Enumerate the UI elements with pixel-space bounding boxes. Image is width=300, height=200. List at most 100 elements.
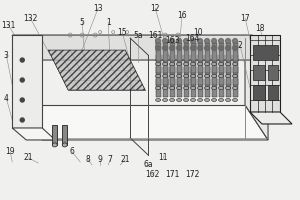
Ellipse shape [232,63,238,66]
Polygon shape [12,35,275,60]
Bar [156,43,161,61]
Text: 16: 16 [177,11,187,20]
Ellipse shape [156,75,161,78]
Ellipse shape [169,63,175,66]
Bar [205,43,210,61]
Text: 4: 4 [4,94,9,103]
Ellipse shape [212,63,217,66]
Circle shape [205,46,210,51]
Text: 19: 19 [5,147,15,156]
Bar [198,67,203,85]
Text: 13: 13 [93,4,103,13]
Bar [226,43,231,61]
Ellipse shape [205,99,210,101]
Text: 1: 1 [106,18,111,27]
Ellipse shape [232,75,238,78]
Bar [169,43,175,61]
Text: 5: 5 [80,18,85,27]
Ellipse shape [205,87,210,90]
Bar [163,55,168,73]
Bar [177,67,182,85]
Ellipse shape [226,99,231,101]
Ellipse shape [163,99,168,101]
Bar [253,65,265,80]
Text: 161: 161 [148,31,162,40]
Ellipse shape [184,63,189,66]
Polygon shape [12,35,42,128]
Ellipse shape [198,87,203,90]
Ellipse shape [212,99,217,101]
Circle shape [219,39,224,44]
Bar [177,55,182,73]
Bar [205,67,210,85]
Text: 12: 12 [150,4,160,13]
Circle shape [198,46,203,51]
Polygon shape [18,35,245,105]
Bar [226,67,231,85]
Ellipse shape [184,99,189,101]
Ellipse shape [184,87,189,90]
Text: 7: 7 [108,155,112,164]
Circle shape [169,46,175,51]
Bar [184,55,189,73]
Bar [190,55,196,73]
Circle shape [156,39,161,44]
Bar [184,79,189,97]
Text: 163: 163 [165,36,179,45]
Ellipse shape [219,75,224,78]
Circle shape [190,46,196,51]
Circle shape [163,46,168,51]
Ellipse shape [190,75,196,78]
Bar [212,79,217,97]
Bar [253,45,278,60]
Circle shape [169,39,175,44]
Polygon shape [245,35,268,140]
Circle shape [212,46,217,51]
Bar [232,79,238,97]
Circle shape [184,46,189,51]
Text: 3: 3 [4,51,9,60]
Bar [156,79,161,97]
Circle shape [163,39,168,44]
Ellipse shape [177,87,182,90]
Ellipse shape [190,99,196,101]
Bar [219,55,224,73]
Circle shape [212,39,217,44]
Bar [212,67,217,85]
Circle shape [156,46,161,51]
Ellipse shape [212,75,217,78]
Bar [205,55,210,73]
Text: 164: 164 [185,34,199,43]
Polygon shape [12,128,55,140]
Text: 8: 8 [86,155,91,164]
Ellipse shape [198,63,203,66]
Bar [163,67,168,85]
Ellipse shape [219,99,224,101]
Ellipse shape [156,99,161,101]
Text: 2: 2 [238,41,242,50]
Ellipse shape [156,63,161,66]
Bar [212,43,217,61]
Circle shape [184,39,189,44]
Ellipse shape [184,75,189,78]
Ellipse shape [198,75,203,78]
Ellipse shape [226,63,231,66]
Text: 171: 171 [165,170,179,179]
Ellipse shape [205,63,210,66]
Circle shape [232,39,238,44]
Circle shape [219,46,224,51]
Ellipse shape [163,87,168,90]
Bar [190,43,196,61]
Ellipse shape [232,99,238,101]
Ellipse shape [169,99,175,101]
Ellipse shape [205,75,210,78]
Ellipse shape [219,63,224,66]
Bar [156,55,161,73]
Circle shape [20,58,24,62]
Ellipse shape [177,99,182,101]
Circle shape [20,118,24,122]
Bar [169,79,175,97]
Circle shape [20,98,24,102]
Circle shape [177,39,182,44]
Text: 131: 131 [1,21,16,30]
